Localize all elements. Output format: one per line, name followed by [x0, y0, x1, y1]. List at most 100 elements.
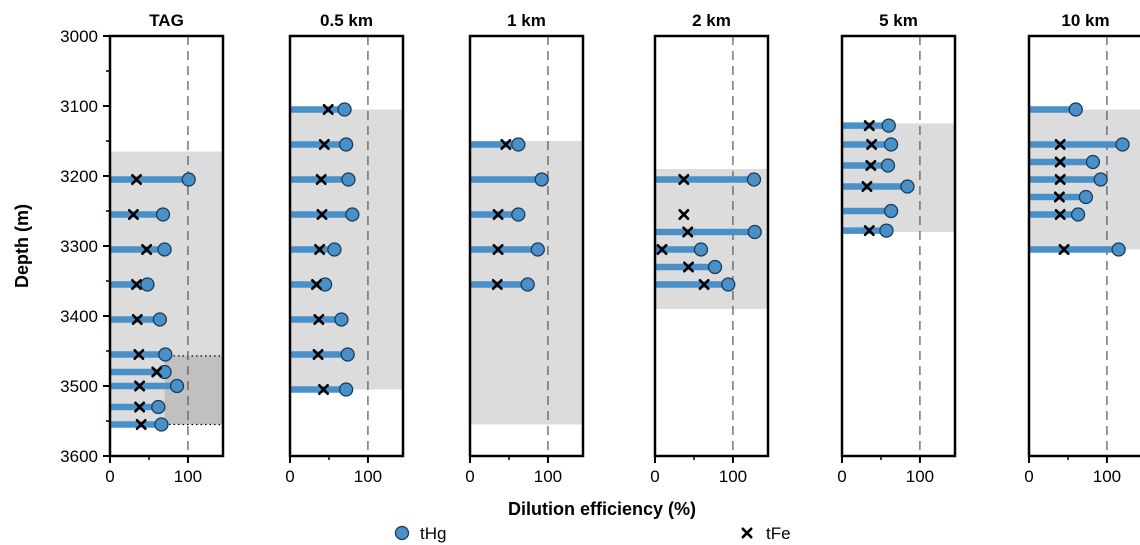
legend-cross-stroke	[741, 527, 753, 539]
thg-point	[1070, 207, 1086, 222]
x-tick-label: 0	[1024, 467, 1033, 486]
tfe-point-stroke-b	[683, 261, 695, 273]
tfe-point-stroke-b	[134, 401, 146, 413]
tfe-point	[678, 209, 690, 220]
y-tick-label: 3200	[60, 167, 98, 186]
thg-point	[317, 277, 333, 292]
tfe-point-stroke-b	[1054, 156, 1066, 168]
tfe-point-stroke-b	[151, 366, 163, 378]
thg-point	[883, 203, 899, 219]
tfe-point-stroke-b	[863, 225, 875, 237]
tfe-point	[316, 209, 328, 220]
tfe-point-stroke-b	[314, 244, 326, 255]
tfe-point-stroke-b	[141, 244, 153, 255]
chart-legend: tHg tFe	[394, 524, 791, 543]
x-tick-label: 0	[105, 467, 114, 486]
tfe-point	[1054, 209, 1066, 220]
tfe-point	[130, 174, 142, 185]
thg-point	[140, 277, 155, 292]
thg-point	[883, 137, 899, 152]
thg-point	[154, 417, 169, 432]
panel-title: 5 km	[879, 11, 918, 30]
tfe-point	[131, 313, 143, 326]
panel-content	[110, 36, 223, 456]
thg-point	[338, 137, 354, 152]
thg-point	[900, 179, 915, 194]
tfe-point	[1054, 139, 1066, 150]
tfe-point-stroke-b	[127, 209, 139, 220]
panel-content	[655, 36, 768, 456]
tfe-point	[312, 348, 324, 361]
thg-point	[341, 172, 356, 187]
panel-title: 1 km	[507, 11, 546, 30]
thg-point	[155, 207, 171, 222]
thg-point	[721, 277, 736, 292]
panel-1: TAG 0 100 3000 3100 3200 3300 3400 3500 3600	[60, 11, 225, 486]
x-axis-label: Dilution efficiency (%)	[508, 499, 696, 519]
tfe-point-stroke-b	[500, 139, 512, 150]
panel-4: 2 km 0 100	[650, 11, 770, 486]
thg-point	[340, 347, 355, 362]
thg-point	[511, 207, 526, 222]
tfe-point-stroke-b	[698, 278, 710, 291]
thg-point	[158, 347, 173, 362]
legend-label-tfe: tFe	[766, 524, 791, 543]
tfe-point-stroke-b	[130, 174, 142, 185]
tfe-point-stroke-b	[315, 174, 327, 185]
tfe-point-stroke-b	[318, 383, 330, 396]
legend-marker-thg	[394, 525, 410, 541]
x-tick-label: 0	[837, 467, 846, 486]
x-tick-label: 0	[285, 467, 294, 486]
tfe-point-stroke-b	[316, 209, 328, 220]
tfe-point	[134, 401, 146, 413]
thg-point	[530, 242, 545, 257]
tfe-point-stroke-b	[863, 120, 875, 132]
tfe-point	[492, 244, 504, 255]
tfe-point	[1058, 244, 1070, 255]
shaded-depth-band	[655, 169, 768, 309]
thg-point	[181, 172, 196, 187]
panel-content	[470, 36, 583, 456]
panel-title: 2 km	[692, 11, 731, 30]
tfe-point-stroke-b	[134, 380, 146, 392]
y-tick-label: 3300	[60, 237, 98, 256]
panel-5: 5 km 0 100	[837, 11, 957, 486]
tfe-point-stroke-b	[312, 348, 324, 361]
thg-point	[707, 259, 723, 275]
tfe-point-stroke-b	[310, 278, 322, 291]
tfe-point-stroke-b	[131, 313, 143, 326]
tfe-point	[322, 104, 334, 115]
legend-label-thg: tHg	[420, 524, 446, 543]
thg-point	[880, 158, 896, 173]
panel-title: 10 km	[1061, 11, 1109, 30]
chart-panels: TAG 0 100 3000 3100 3200 3300 3400 3500 3600 0.5 k…	[60, 11, 1140, 486]
thg-point	[345, 207, 360, 222]
legend-marker-tfe	[741, 527, 753, 539]
tfe-point	[318, 383, 330, 396]
panel-frame	[840, 34, 957, 458]
panel-content	[842, 36, 955, 456]
panel-frame	[1027, 34, 1140, 458]
x-tick-label: 0	[465, 467, 474, 486]
y-axis-label: Depth (m)	[12, 204, 32, 288]
tfe-point-stroke-b	[656, 244, 668, 255]
y-tick-label: 3500	[60, 377, 98, 396]
thg-point	[1093, 172, 1108, 187]
thg-point	[1111, 242, 1126, 257]
thg-point	[881, 118, 896, 133]
thg-point	[693, 242, 709, 257]
thg-point	[152, 312, 168, 327]
tfe-point-stroke-b	[135, 418, 147, 431]
tfe-point	[314, 244, 326, 255]
thg-point	[747, 224, 762, 240]
panel-content	[1029, 36, 1140, 456]
tfe-point	[863, 120, 875, 132]
x-tick-label: 100	[174, 467, 202, 486]
tfe-point	[1053, 191, 1065, 203]
thg-point	[157, 242, 172, 257]
tfe-point-stroke-b	[322, 104, 334, 115]
tfe-point	[127, 209, 139, 220]
thg-point	[151, 399, 166, 415]
panel-title: 0.5 km	[320, 11, 373, 30]
